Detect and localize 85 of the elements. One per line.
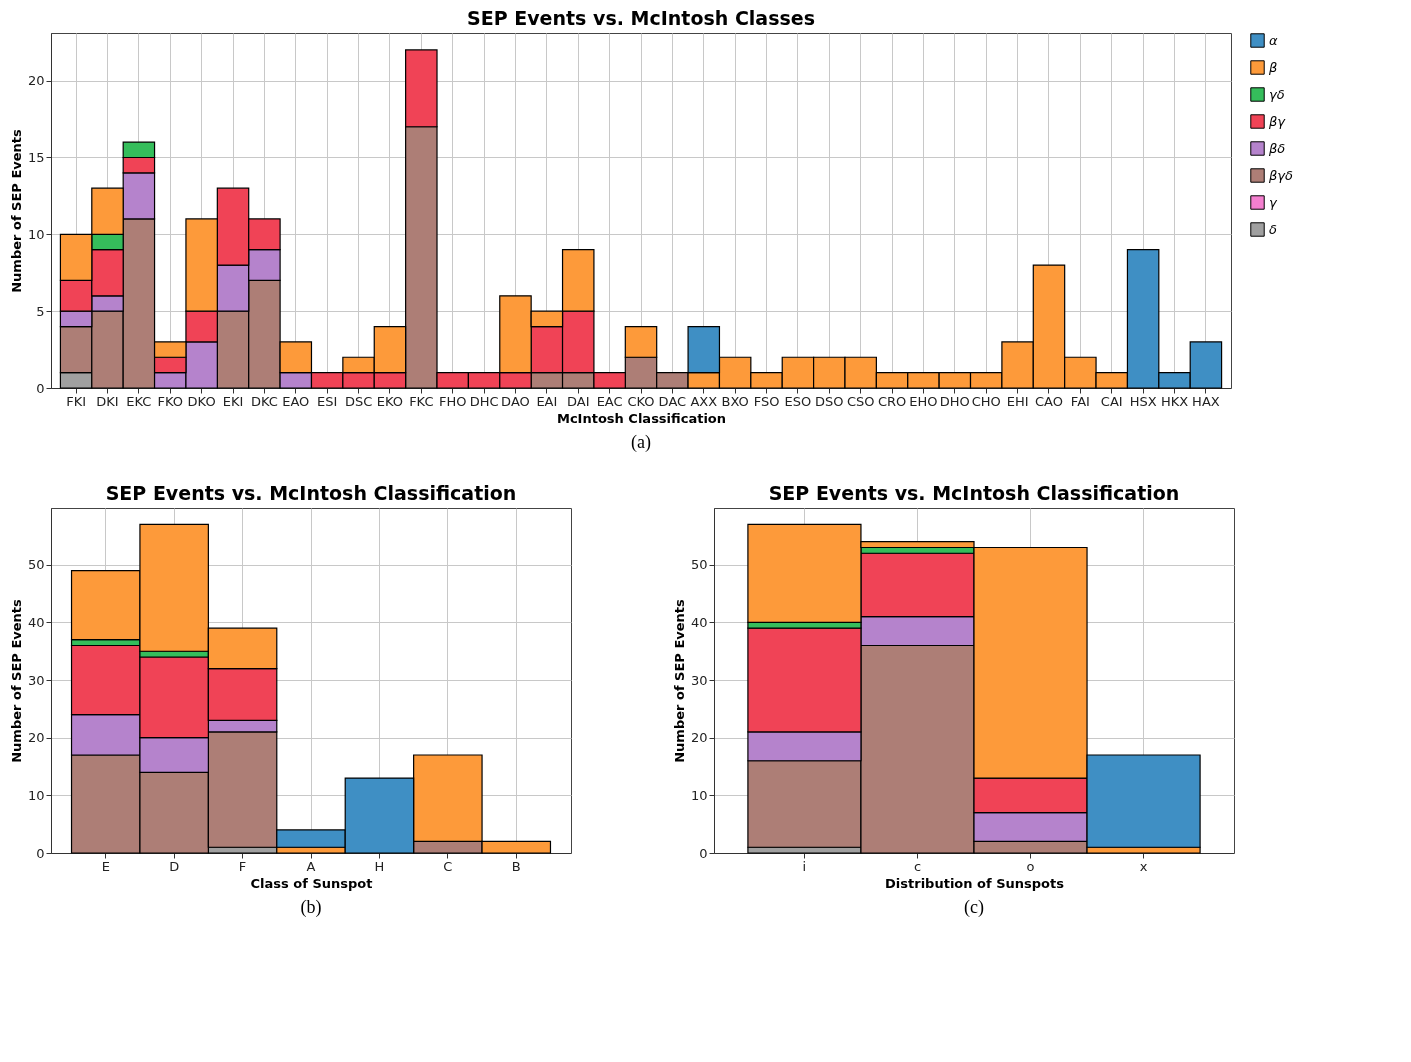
x-tick-label: HSX [1129,393,1157,409]
x-tick-label: HAX [1192,393,1220,409]
x-tick-label: BXO [721,393,749,409]
x-tick-label: FAI [1070,393,1090,409]
y-tick-label: 30 [27,672,45,688]
chart-title: SEP Events vs. McIntosh Classification [105,482,517,504]
x-tick-label: EHI [1006,393,1029,409]
text: (a) [631,432,651,453]
legend-label: α [1269,32,1278,48]
legend-label: βδ [1268,140,1286,156]
y-tick-label: 0 [36,845,45,861]
x-tick-label: ESI [317,393,338,409]
x-tick-label: EKI [222,393,244,409]
legend-label: β [1268,59,1278,75]
x-tick-label: CHO [971,393,1001,409]
chart-title: SEP Events vs. McIntosh Classification [768,482,1180,504]
x-tick-label: DHO [939,393,970,409]
x-tick-label: FKI [66,393,87,409]
text: (c) [964,897,984,918]
x-tick-label: FKC [409,393,434,409]
y-tick-label: 20 [27,73,45,89]
x-tick-label: EAO [282,393,310,409]
y-tick-label: 10 [27,226,45,242]
x-tick-label: HKX [1160,393,1189,409]
y-tick-label: 10 [27,787,45,803]
x-tick-label: FKO [157,393,184,409]
x-tick-label: H [374,858,385,874]
y-axis-title: Number of SEP Events [8,598,24,763]
y-tick-label: 0 [699,845,708,861]
x-tick-label: CSO [846,393,875,409]
x-axis-title: Class of Sunspot [250,875,373,891]
x-tick-label: E [101,858,110,874]
x-tick-label: CAI [1100,393,1123,409]
y-tick-label: 50 [690,557,708,573]
x-tick-label: EKO [376,393,404,409]
x-tick-label: DAC [658,393,687,409]
x-tick-label: FSO [753,393,780,409]
y-tick-label: 20 [27,730,45,746]
y-tick-label: 30 [690,672,708,688]
x-tick-label: DKO [187,393,216,409]
x-tick-label: AXX [690,393,718,409]
y-tick-label: 0 [36,380,45,396]
y-tick-label: 50 [27,557,45,573]
chart-title: SEP Events vs. McIntosh Classes [467,7,815,29]
y-tick-label: 40 [27,614,45,630]
y-axis-title: Number of SEP Events [8,128,24,293]
y-tick-label: 15 [27,149,45,165]
y-tick-label: 10 [690,787,708,803]
x-tick-label: CRO [877,393,907,409]
x-tick-label: ESO [784,393,812,409]
legend-label: βγδ [1268,167,1293,183]
text: (b) [300,897,322,918]
y-axis-title: Number of SEP Events [671,598,687,763]
x-tick-label: CKO [627,393,655,409]
legend-label: γδ [1269,86,1285,102]
x-tick-label: C [443,858,453,874]
x-tick-label: c [913,858,922,874]
x-tick-label: DKI [96,393,119,409]
legend-label: βγ [1268,113,1287,129]
x-tick-label: DAO [501,393,530,409]
x-tick-label: D [169,858,180,874]
x-tick-label: DSO [815,393,844,409]
x-tick-label: x [1139,858,1148,874]
x-tick-label: EAI [536,393,558,409]
x-tick-label: FHO [438,393,467,409]
y-tick-label: 40 [690,614,708,630]
legend-label: δ [1269,221,1277,237]
x-tick-label: CAO [1034,393,1063,409]
x-axis-title: McIntosh Classification [556,410,727,426]
x-axis-title: Distribution of Sunspots [885,875,1065,891]
x-tick-label: DHC [469,393,499,409]
x-tick-label: i [802,858,807,874]
x-tick-label: EKC [126,393,152,409]
legend-label: γ [1269,194,1278,210]
x-tick-label: F [238,858,247,874]
x-tick-label: DKC [250,393,278,409]
x-tick-label: EAC [596,393,623,409]
x-tick-label: o [1026,858,1035,874]
x-tick-label: EHO [909,393,938,409]
x-tick-label: A [306,858,316,874]
x-tick-label: B [511,858,521,874]
x-tick-label: DAI [566,393,590,409]
y-tick-label: 20 [690,730,708,746]
y-tick-label: 5 [36,303,45,319]
x-tick-label: DSC [344,393,373,409]
